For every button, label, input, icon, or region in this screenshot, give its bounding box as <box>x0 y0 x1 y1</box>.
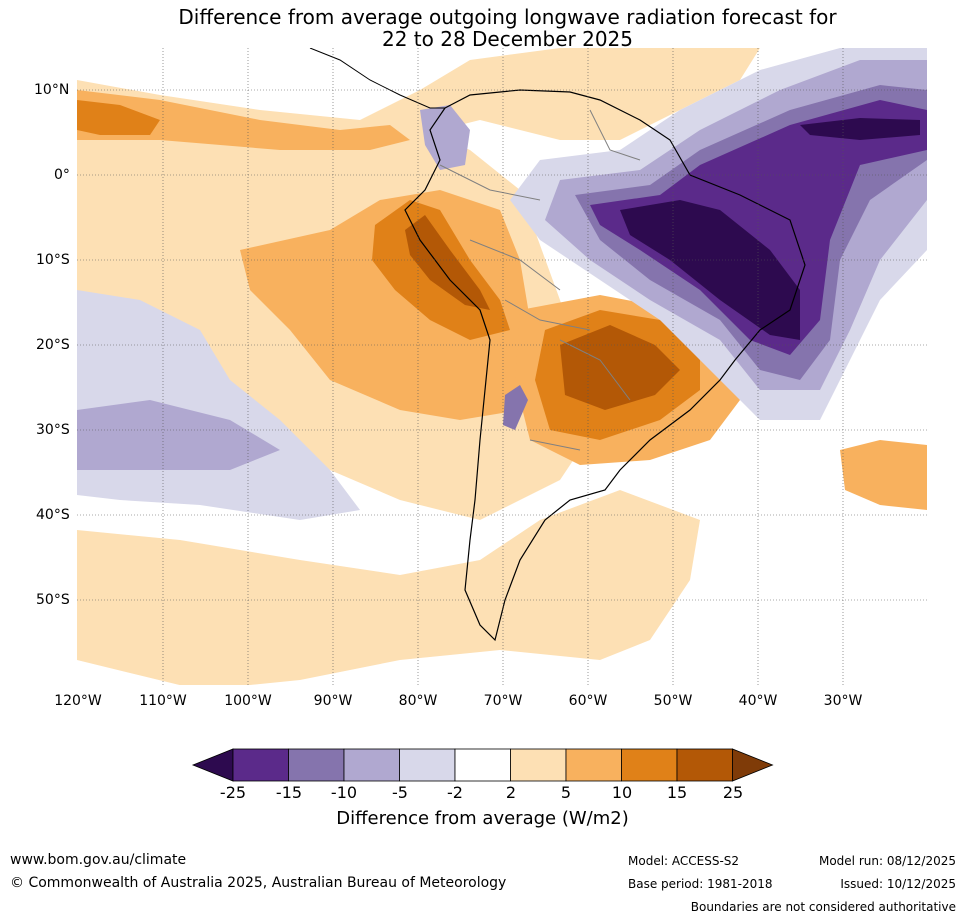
colorbar-tick: -2 <box>447 783 463 802</box>
lon-label: 40°W <box>738 693 778 709</box>
base-period: Base period: 1981-2018 <box>628 877 773 891</box>
negative-anomaly-extreme-north <box>800 118 920 140</box>
lat-label: 40°S <box>36 507 70 523</box>
negative-anomaly-extreme <box>620 200 800 340</box>
positive-anomaly-very-strong-peru <box>405 215 490 310</box>
lon-label: 70°W <box>483 693 523 709</box>
colorbar-label: Difference from average (W/m2) <box>336 808 629 829</box>
negative-anomaly-colombia <box>420 105 470 170</box>
map-title-line1: Difference from average outgoing longwav… <box>178 5 837 29</box>
lon-label: 30°W <box>823 693 863 709</box>
colorbar-tick: 5 <box>560 783 572 802</box>
positive-anomaly-south-pacific <box>77 490 700 685</box>
lon-label: 90°W <box>313 693 353 709</box>
colorbar-segment <box>288 748 345 782</box>
lat-label: 0° <box>54 167 70 183</box>
central-america-coastline <box>309 48 445 109</box>
map-title-line2: 22 to 28 December 2025 <box>381 27 633 51</box>
colorbar-tick: -10 <box>330 783 358 802</box>
positive-anomaly-very-strong-brazil <box>560 325 680 410</box>
colorbar-segment <box>399 748 456 782</box>
colorbar-segments <box>191 748 774 782</box>
colorbar-tick: 2 <box>505 783 517 802</box>
colorbar-tick: -25 <box>219 783 247 802</box>
colorbar-segment <box>510 748 567 782</box>
colorbar-tick: -5 <box>392 783 408 802</box>
colorbar-tick: 25 <box>722 783 744 802</box>
model-name: Model: ACCESS-S2 <box>628 854 740 868</box>
colorbar-arrow-high <box>732 748 774 782</box>
lon-label: 110°W <box>139 693 187 709</box>
issued-date: Issued: 10/12/2025 <box>840 877 956 891</box>
colorbar-segment <box>621 748 678 782</box>
colorbar-segment <box>454 748 511 782</box>
lat-label: 10°S <box>36 252 70 268</box>
colorbar-tick: -15 <box>275 783 303 802</box>
colorbar-segment <box>676 748 733 782</box>
model-run-date: Model run: 08/12/2025 <box>818 854 956 868</box>
positive-anomaly-strong-north <box>77 100 160 135</box>
lon-label: 60°W <box>568 693 608 709</box>
lat-label: 50°S <box>36 592 70 608</box>
colorbar-segment <box>343 748 400 782</box>
positive-anomaly-medium-pacific <box>240 190 540 420</box>
anomaly-field <box>77 48 927 685</box>
lat-label: 20°S <box>36 337 70 353</box>
lon-label: 100°W <box>224 693 272 709</box>
copyright-text: © Commonwealth of Australia 2025, Austra… <box>10 875 507 891</box>
colorbar-tick: 15 <box>666 783 688 802</box>
colorbar-tick: 10 <box>611 783 633 802</box>
lat-label: 10°N <box>34 82 70 98</box>
negative-anomaly-andes <box>503 385 528 430</box>
website-link[interactable]: www.bom.gov.au/climate <box>10 852 187 868</box>
boundary-disclaimer: Boundaries are not considered authoritat… <box>690 900 956 914</box>
positive-anomaly-medium-north <box>77 90 410 150</box>
lon-label: 120°W <box>54 693 102 709</box>
positive-anomaly-medium-atlantic <box>840 440 927 510</box>
lat-label: 30°S <box>36 422 70 438</box>
colorbar-segment <box>565 748 622 782</box>
lon-label: 50°W <box>653 693 693 709</box>
south-america-coastline <box>404 89 806 642</box>
negative-anomaly-very-strong <box>590 100 927 355</box>
lon-label: 80°W <box>398 693 438 709</box>
colorbar-segment <box>232 748 289 782</box>
colorbar-arrow-low <box>191 748 234 782</box>
colorbar <box>191 748 774 782</box>
negative-anomaly-medium-west <box>77 400 280 470</box>
gridlines <box>77 48 927 685</box>
country-borders <box>439 109 641 451</box>
